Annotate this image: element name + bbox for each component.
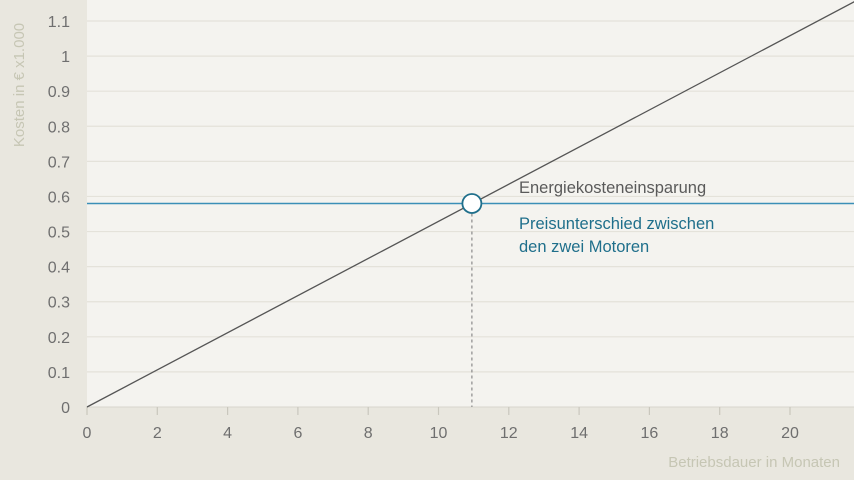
y-axis: 0 0.1 0.2 0.3 0.4 0.5 0.6 0.7 0.8 0.9 1 1.1 (48, 14, 70, 417)
x-tick-label: 16 (641, 425, 659, 442)
x-tick-label: 10 (430, 425, 448, 442)
annotation-line-label: Energiekosteneinsparung (519, 179, 706, 197)
x-tick-label: 14 (570, 425, 588, 442)
x-axis-title: Betriebsdauer in Monaten (668, 454, 840, 471)
y-tick-label: 0.7 (48, 154, 70, 171)
y-tick-label: 0.3 (48, 295, 70, 312)
y-tick-label: 0.8 (48, 119, 70, 136)
y-tick-label: 0.9 (48, 84, 70, 101)
x-tick-label: 20 (781, 425, 799, 442)
x-tick-label: 12 (500, 425, 518, 442)
x-tick-label: 2 (153, 425, 162, 442)
y-tick-label: 0.5 (48, 225, 70, 242)
y-tick-label: 0.2 (48, 330, 70, 347)
x-tick-label: 18 (711, 425, 729, 442)
x-tick-label: 6 (293, 425, 302, 442)
y-tick-label: 1.1 (48, 14, 70, 31)
series-group (86, 1, 854, 408)
x-tick-label: 4 (223, 425, 232, 442)
y-axis-title: Kosten in € x1.000 (11, 23, 28, 147)
x-tick-label: 8 (364, 425, 373, 442)
x-tick-label: 0 (83, 425, 92, 442)
y-tick-label: 0 (61, 400, 70, 417)
x-axis: 0 2 4 6 8 10 12 14 16 18 20 (83, 406, 854, 442)
annotation-hline-label-1: Preisunterschied zwischen (519, 215, 714, 233)
annotation-hline-label-2: den zwei Motoren (519, 238, 649, 256)
y-tick-label: 0.1 (48, 365, 70, 382)
y-tick-label: 0.6 (48, 189, 70, 206)
y-tick-label: 1 (61, 49, 70, 66)
y-tick-label: 0.4 (48, 260, 70, 277)
intersection-marker (461, 193, 483, 214)
grid (87, 20, 854, 373)
